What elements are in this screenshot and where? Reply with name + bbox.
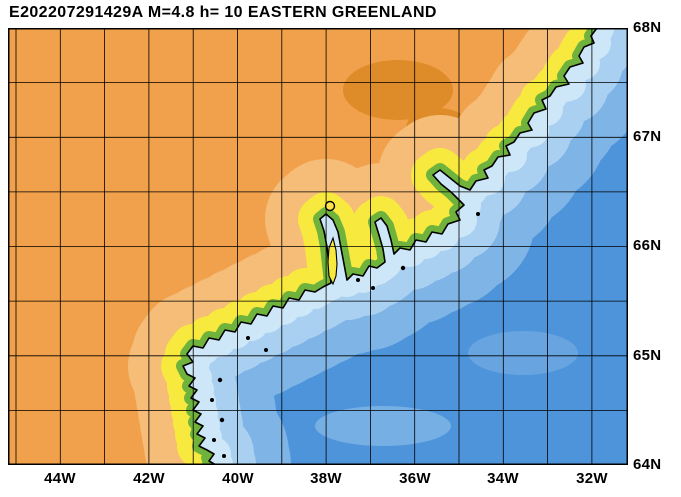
island (476, 212, 480, 216)
bathymetry-patch (468, 331, 578, 375)
island (356, 278, 360, 282)
lat-label: 64N (633, 456, 662, 473)
lon-label: 34W (487, 470, 519, 487)
islands (210, 212, 480, 458)
map-canvas (8, 28, 628, 465)
epicenter-marker (324, 200, 336, 212)
island (264, 348, 268, 352)
graticule (8, 28, 628, 465)
lat-label: 67N (633, 128, 662, 145)
map-area (8, 28, 628, 465)
island (222, 454, 226, 458)
island (219, 417, 225, 423)
island (210, 398, 214, 402)
lon-label: 42W (133, 470, 165, 487)
island (217, 377, 223, 383)
lon-label: 38W (310, 470, 342, 487)
lon-label: 36W (399, 470, 431, 487)
lon-label: 32W (576, 470, 608, 487)
map-frame (8, 28, 628, 465)
island (371, 286, 375, 290)
plot-title: E202207291429A M=4.8 h= 10 EASTERN GREEN… (9, 4, 437, 21)
lat-label: 68N (633, 19, 662, 36)
island (246, 336, 250, 340)
lon-label: 44W (44, 470, 76, 487)
fjord-island (327, 236, 338, 286)
island (212, 438, 216, 442)
lat-label: 66N (633, 237, 662, 254)
lat-label: 65N (633, 347, 662, 364)
bathymetry-patch (315, 406, 451, 446)
island (400, 265, 406, 271)
lon-label: 40W (222, 470, 254, 487)
